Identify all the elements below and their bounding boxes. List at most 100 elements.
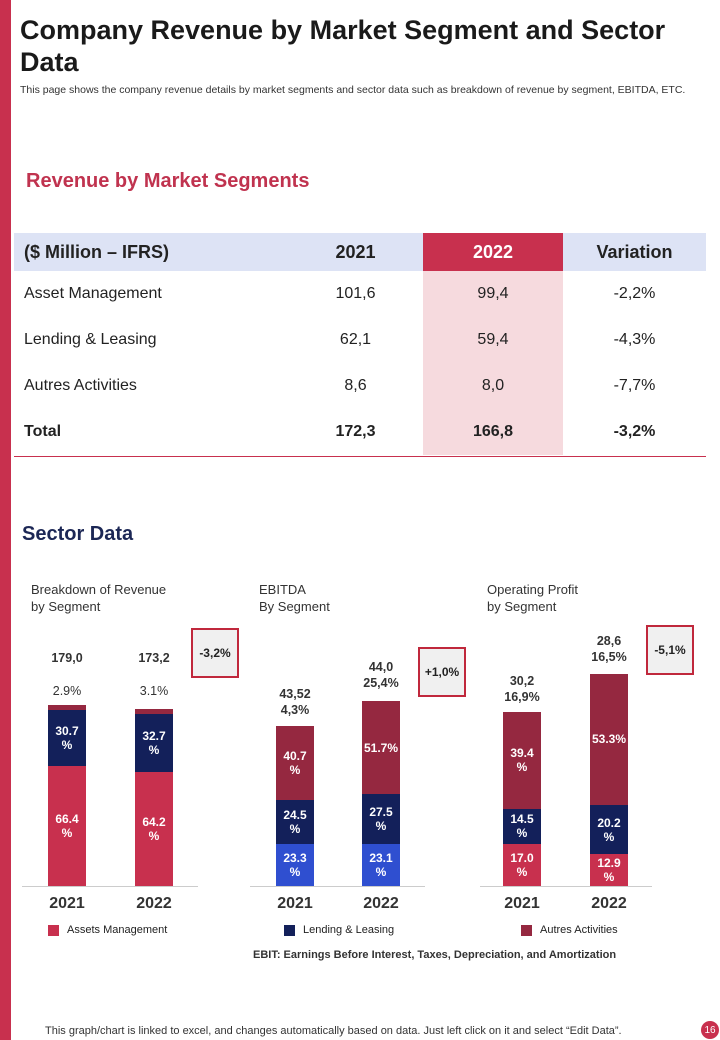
- table-row: Autres Activities 8,6 8,0 -7,7%: [14, 363, 706, 409]
- chart-title-line: EBITDA: [259, 582, 306, 597]
- bar-segment: 23.3 %: [276, 843, 314, 886]
- bar-top-line: 179,0: [51, 651, 83, 665]
- bar-segment: 27.5 %: [362, 794, 400, 845]
- cell: 101,6: [335, 285, 376, 302]
- legend-label: Autres Activities: [540, 924, 618, 936]
- page-number: 16: [701, 1021, 719, 1039]
- legend-label: Assets Management: [67, 924, 168, 936]
- ebit-note: EBIT: Earnings Before Interest, Taxes, D…: [253, 949, 617, 961]
- legend-swatch: [284, 924, 295, 936]
- x-tick-label: 2022: [363, 895, 399, 912]
- cell: -3,2%: [613, 423, 656, 440]
- x-tick-label: 2022: [591, 895, 627, 912]
- table-row-total: Total 172,3 166,8 -3,2%: [14, 409, 706, 455]
- bar-top-line: 4,3%: [280, 703, 310, 717]
- bar-segment: 39.4 %: [503, 712, 541, 809]
- chart-title-line: By Segment: [259, 599, 330, 614]
- bar-top-line: 16,5%: [591, 650, 627, 664]
- sector-heading: Sector Data: [22, 523, 134, 545]
- chart-title: EBITDA By Segment: [259, 581, 330, 615]
- cell: -2,2%: [613, 285, 656, 302]
- bar-segment: 30.7 %: [48, 710, 86, 766]
- bar-segment: [135, 709, 173, 715]
- stacked-bar: 32.7 % 64.2 %: [135, 709, 173, 886]
- bar-total-label: 30,2 16,9%: [482, 673, 562, 705]
- legend-autres: Autres Activities: [521, 924, 618, 936]
- cell: 8,0: [423, 363, 563, 409]
- table-row: Asset Management 101,6 99,4 -2,2%: [14, 271, 706, 317]
- header-variation: Variation: [563, 233, 706, 271]
- variation-badge: -3,2%: [191, 628, 239, 678]
- footer-note: This graph/chart is linked to excel, and…: [45, 1025, 622, 1037]
- bar-total-label: 28,6 16,5%: [569, 633, 649, 665]
- cell: Asset Management: [24, 285, 162, 302]
- legend-label: Lending & Leasing: [303, 924, 395, 936]
- accent-stripe: [0, 0, 11, 1040]
- bar-top-line: 25,4%: [363, 676, 399, 690]
- bar-total-label: 173,2: [114, 650, 194, 666]
- header-2022: 2022: [423, 233, 563, 271]
- stacked-bar: 39.4 % 14.5 % 17.0 %: [503, 712, 541, 886]
- bar-segment: 12.9 %: [590, 854, 628, 886]
- bar-top-line: 173,2: [138, 651, 170, 665]
- bar-segment: 17.0 %: [503, 844, 541, 886]
- page-subtitle: This page shows the company revenue deta…: [20, 84, 686, 96]
- x-axis: [480, 886, 652, 887]
- bar-extra-label: 2.9%: [52, 684, 82, 698]
- legend-assets: Assets Management: [48, 924, 167, 936]
- cell: 62,1: [339, 331, 372, 348]
- bar-segment: [48, 705, 86, 711]
- cell: Total: [24, 423, 62, 440]
- bar-segment: 51.7%: [362, 701, 400, 795]
- stacked-bar: 40.7 % 24.5 % 23.3 %: [276, 726, 314, 886]
- cell: -7,7%: [613, 377, 656, 394]
- bar-segment: 66.4 %: [48, 765, 86, 886]
- x-axis: [250, 886, 425, 887]
- bar-segment: 64.2 %: [135, 772, 173, 886]
- legend-swatch: [48, 924, 59, 936]
- bar-segment: 53.3%: [590, 674, 628, 805]
- chart-title-line: Operating Profit: [487, 582, 579, 597]
- bar-segment: 23.1 %: [362, 844, 400, 886]
- header-label: ($ Million – IFRS): [14, 233, 288, 271]
- table-row: Lending & Leasing 62,1 59,4 -4,3%: [14, 317, 706, 363]
- cell: Lending & Leasing: [24, 331, 157, 348]
- bar-total-label: 43,52 4,3%: [255, 686, 335, 718]
- bar-top-line: 28,6: [596, 634, 622, 648]
- chart-title-line: by Segment: [487, 599, 557, 614]
- revenue-table: ($ Million – IFRS) 2021 2022 Variation A…: [14, 233, 706, 455]
- bar-segment: 20.2 %: [590, 804, 628, 855]
- cell: 172,3: [335, 423, 376, 440]
- legend-swatch: [521, 924, 532, 936]
- variation-badge: +1,0%: [418, 647, 466, 697]
- cell: -4,3%: [613, 331, 656, 348]
- stacked-bar: 30.7 % 66.4 %: [48, 705, 86, 886]
- bar-top-line: 43,52: [279, 687, 311, 701]
- cell: Autres Activities: [24, 377, 137, 394]
- chart-title: Breakdown of Revenue by Segment: [31, 581, 166, 615]
- chart-title: Operating Profit by Segment: [487, 581, 578, 615]
- bar-segment: 40.7 %: [276, 726, 314, 800]
- bar-total-label: 44,0 25,4%: [341, 659, 421, 691]
- bar-top-line: 44,0: [368, 660, 394, 674]
- stacked-bar: 53.3% 20.2 % 12.9 %: [590, 674, 628, 886]
- revenue-heading: Revenue by Market Segments: [26, 170, 310, 192]
- table-header: ($ Million – IFRS) 2021 2022 Variation: [14, 233, 706, 271]
- x-tick-label: 2021: [504, 895, 540, 912]
- stacked-bar: 51.7% 27.5 % 23.1 %: [362, 701, 400, 886]
- legend-lending: Lending & Leasing: [284, 924, 394, 936]
- x-tick-label: 2021: [277, 895, 313, 912]
- chart-title-line: by Segment: [31, 599, 101, 614]
- cell: 59,4: [423, 317, 563, 363]
- bar-top-line: 16,9%: [504, 690, 540, 704]
- cell: 99,4: [423, 271, 563, 317]
- bar-segment: 32.7 %: [135, 714, 173, 773]
- x-tick-label: 2022: [136, 895, 172, 912]
- page-title: Company Revenue by Market Segment and Se…: [20, 15, 666, 77]
- chart-title-line: Breakdown of Revenue: [31, 582, 167, 597]
- bar-segment: 14.5 %: [503, 808, 541, 845]
- bar-segment: 24.5 %: [276, 799, 314, 844]
- variation-badge: -5,1%: [646, 625, 694, 675]
- bar-total-label: 179,0: [27, 650, 107, 666]
- x-tick-label: 2021: [49, 895, 85, 912]
